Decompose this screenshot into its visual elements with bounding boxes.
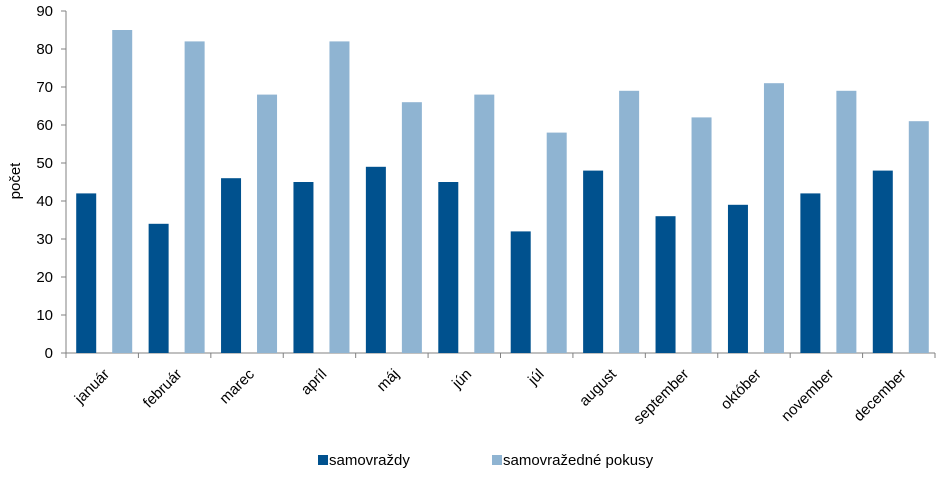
bar-samovrazdy [221,178,242,353]
y-tick-label: 60 [36,117,53,134]
bar-pokusy [474,94,495,353]
bar-samovrazdy [76,193,97,353]
bar-pokusy [691,117,712,354]
y-tick-label: 10 [36,307,53,324]
bar-pokusy [546,132,567,353]
bar-pokusy [763,83,784,353]
bar-samovrazdy [148,223,169,353]
bar-samovrazdy [872,170,893,353]
bar-samovrazdy [727,204,748,353]
x-tick-label: apríl [298,366,331,399]
legend-swatch [318,455,328,465]
x-tick-label: október [717,366,764,413]
bar-pokusy [329,41,350,354]
x-tick-label: máj [374,366,403,395]
x-tick-label: september [630,366,692,428]
bar-samovrazdy [655,216,676,353]
y-tick-label: 40 [36,193,53,210]
bar-samovrazdy [293,182,314,353]
y-tick-label: 0 [45,345,53,362]
y-tick-label: 50 [36,155,53,172]
y-tick-label: 70 [36,79,53,96]
bar-samovrazdy [510,231,531,353]
legend-swatch [492,455,502,465]
legend-label: samovraždy [329,452,410,469]
bar-samovrazdy [583,170,604,353]
x-tick-label: august [576,365,620,409]
x-tick-label: január [71,366,113,408]
y-tick-label: 80 [36,41,53,58]
y-tick-label: 20 [36,269,53,286]
bar-samovrazdy [365,166,386,353]
bar-pokusy [184,41,205,354]
legend: samovraždy samovražedné pokusy [318,452,654,469]
y-axis-title: počet [7,162,24,200]
x-tick-label: jún [448,366,475,393]
legend-label: samovražedné pokusy [503,452,654,469]
x-tick-label: február [140,366,186,412]
bar-samovrazdy [800,193,821,353]
y-tick-label: 90 [36,3,53,20]
bar-pokusy [619,90,640,354]
bar-samovrazdy [438,182,459,353]
bar-pokusy [112,30,133,353]
bar-pokusy [401,102,422,353]
x-tick-label: november [778,366,837,425]
x-tick-label: marec [216,365,258,407]
bar-pokusy [908,121,929,353]
x-tick-label: december [850,366,909,425]
y-tick-label: 30 [36,231,53,248]
bar-pokusy [257,94,278,353]
x-tick-label: júl [524,366,547,389]
bar-pokusy [836,90,857,354]
